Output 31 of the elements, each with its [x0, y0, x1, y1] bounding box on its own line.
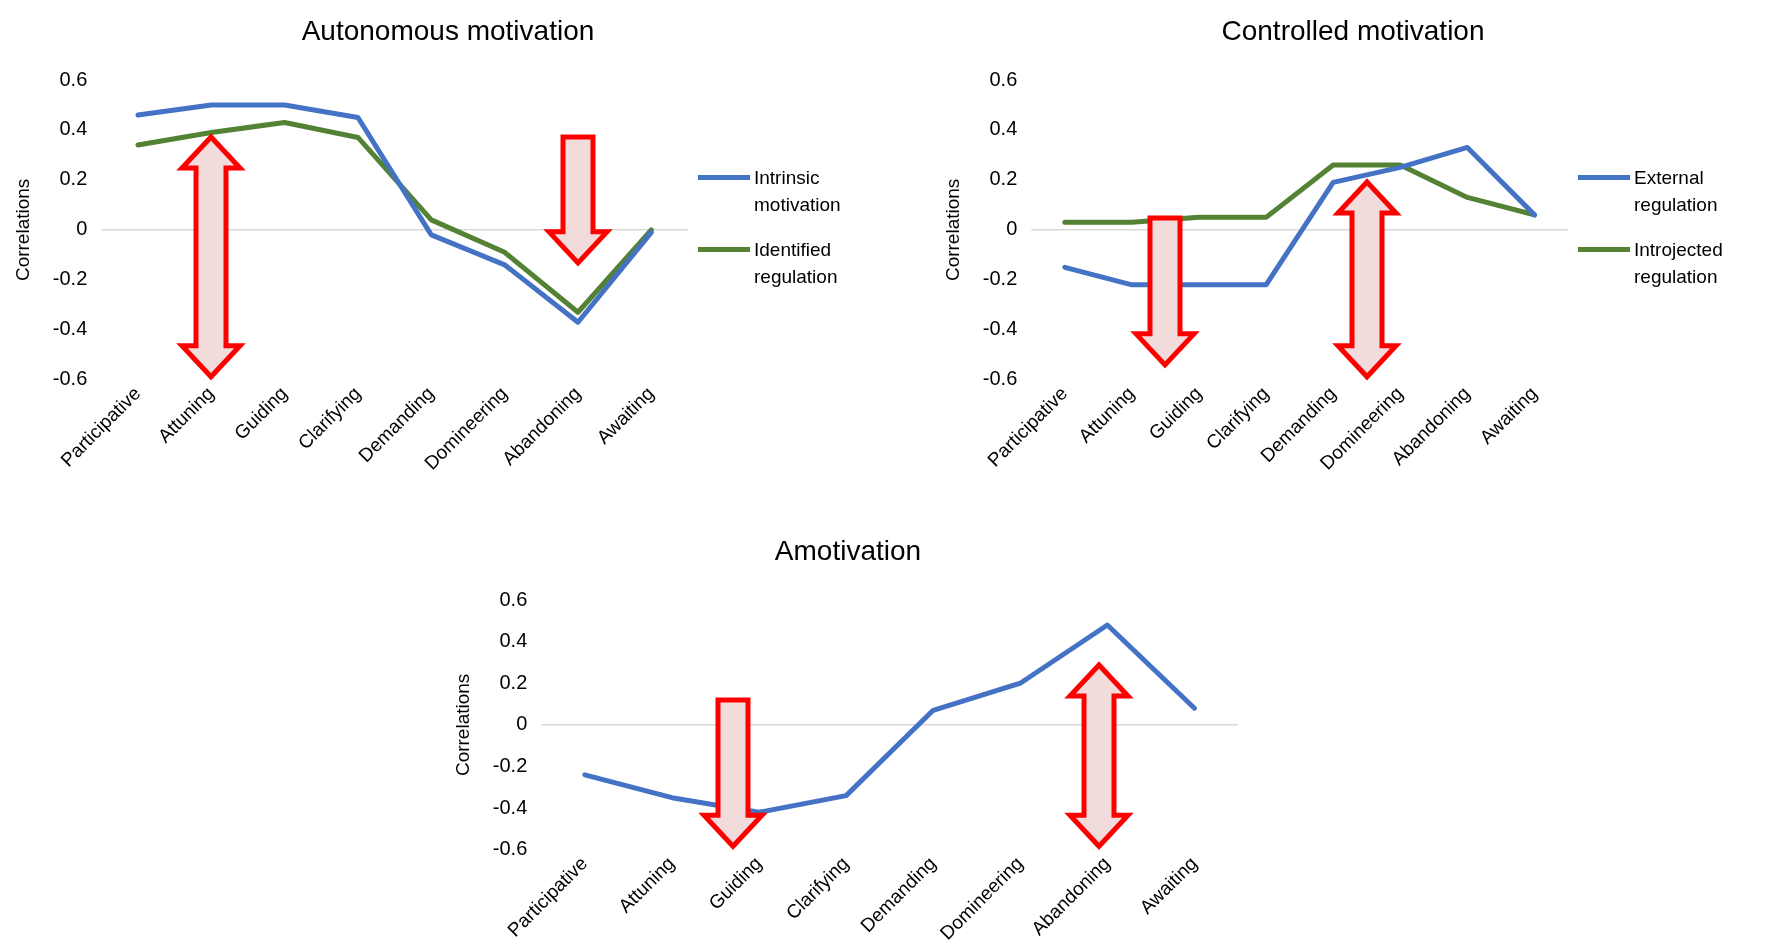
y-tick-label: -0.4: [982, 317, 1018, 340]
chart-title: Autonomous motivation: [300, 14, 596, 48]
y-tick-label: -0.2: [52, 267, 88, 290]
chart-title: Amotivation: [773, 534, 923, 568]
y-tick-label: -0.6: [982, 367, 1018, 390]
y-axis-title: Correlations: [451, 673, 473, 777]
y-tick-label: 0.4: [499, 629, 528, 652]
y-tick-label: 0: [1006, 217, 1018, 240]
y-tick-label: -0.4: [52, 317, 88, 340]
y-tick-label: 0.6: [989, 67, 1018, 90]
y-tick-label: 0.2: [59, 167, 88, 190]
y-tick-label: 0.2: [499, 670, 528, 693]
legend-label: Intrinsic motivation: [754, 166, 842, 217]
legend-label: Identified regulation: [754, 238, 839, 289]
y-tick-label: 0: [76, 217, 88, 240]
y-tick-label: 0.4: [59, 117, 88, 140]
legend-label: External regulation: [1634, 166, 1719, 217]
y-tick-label: -0.6: [52, 367, 88, 390]
y-tick-label: -0.6: [492, 837, 528, 860]
y-tick-label: 0.6: [59, 67, 88, 90]
y-tick-label: -0.4: [492, 795, 528, 818]
y-axis-title: Correlations: [11, 178, 33, 282]
y-axis-title: Correlations: [941, 178, 963, 282]
y-tick-label: 0: [516, 712, 528, 735]
legend-label: Introjected regulation: [1634, 238, 1724, 289]
chart-title: Controlled motivation: [1220, 14, 1486, 48]
y-tick-label: 0.6: [499, 587, 528, 610]
y-tick-label: -0.2: [492, 753, 528, 776]
y-tick-label: 0.2: [989, 167, 1018, 190]
y-tick-label: -0.2: [982, 267, 1018, 290]
y-tick-label: 0.4: [989, 117, 1018, 140]
